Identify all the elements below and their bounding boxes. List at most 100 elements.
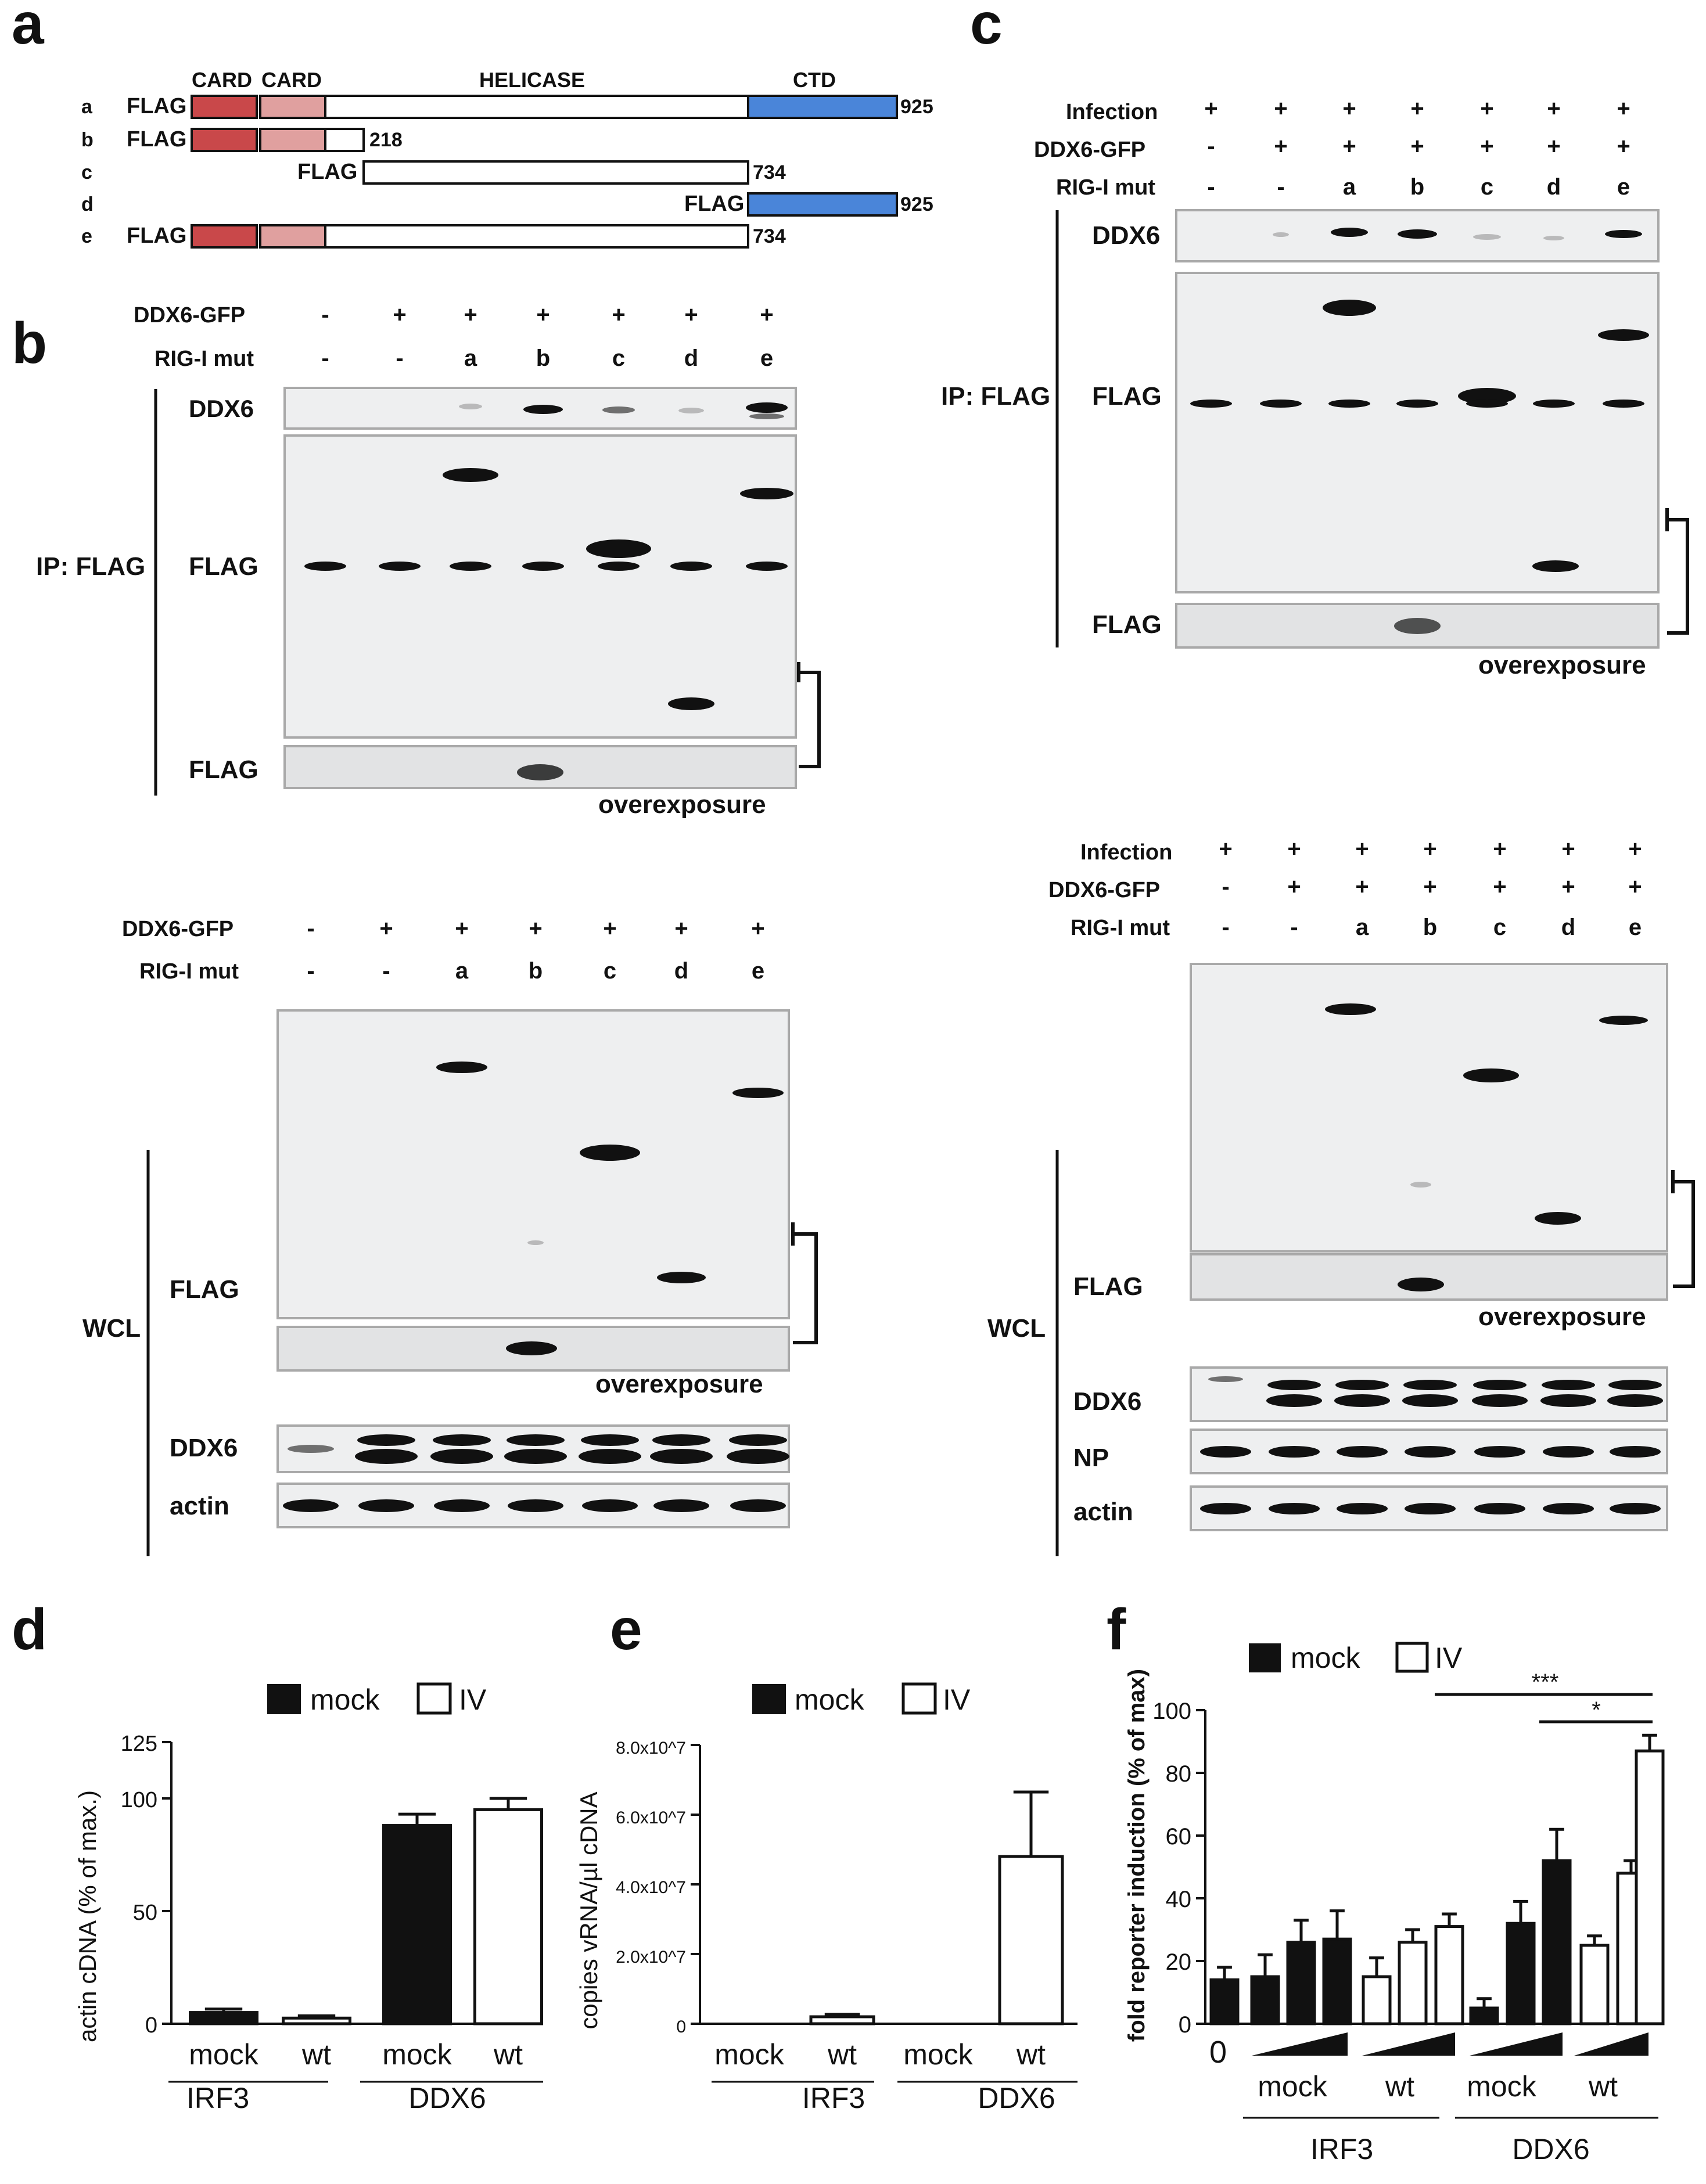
e-legend-mock-swatch (752, 1684, 786, 1714)
bw-ddx6-label: DDX6 (170, 1434, 238, 1462)
c-ddx6-gfp-row-label: DDX6-GFP (1034, 138, 1145, 162)
cw-mut-sign-0: - (1222, 915, 1229, 940)
d-group-irf3: IRF3 (186, 2082, 249, 2114)
f-bar-5 (1398, 1941, 1428, 2025)
f-bar-10 (1579, 1944, 1610, 2025)
cw-flag-band-a (1325, 1003, 1376, 1015)
panel-label-d: d (12, 1597, 47, 1662)
bw-flag-band-a (436, 1062, 487, 1073)
panel-c-wcl-blot: Infection DDX6-GFP RIG-I mut + + + + + + + - + +… (987, 836, 1695, 1556)
bw-mut-sign-3: b (529, 958, 543, 984)
construct-e-helicase (324, 224, 749, 249)
c-overexposure-label: overexposure (1478, 651, 1646, 679)
cw-ddx6-blot (1190, 1366, 1668, 1422)
f-bar-3 (1322, 1937, 1352, 2025)
c-rig-mut-row-label: RIG-I mut (1056, 175, 1155, 200)
cw-inf-sign-4: + (1493, 836, 1506, 862)
e-xtick-0: mock (714, 2038, 784, 2071)
f-dose-ramp-0 (1252, 2032, 1348, 2056)
c-ddx6-band-d (1543, 236, 1564, 240)
f-sig-1: * (1592, 1697, 1601, 1723)
helicase-domain-label: HELICASE (479, 68, 585, 92)
f-bar-6 (1434, 1925, 1464, 2025)
b-overexposure-bracket (797, 662, 821, 768)
b-mut-sign-2: a (464, 346, 477, 371)
b-ddx6-sign-3: + (536, 302, 549, 328)
cw-flag-label: FLAG (1073, 1272, 1143, 1301)
bw-overexposure-bracket (791, 1222, 818, 1344)
e-ytick-0: 0 (676, 2017, 686, 2037)
bw-actin-band-5 (653, 1499, 709, 1512)
cw-inf-sign-5: + (1561, 836, 1575, 862)
c-flag-band-a (1323, 300, 1376, 316)
f-dose-ramp-1 (1362, 2032, 1455, 2056)
bw-actin-band-2 (434, 1499, 490, 1512)
c-ddx6-sign-4: + (1480, 134, 1493, 159)
bw-flag-blot (276, 1009, 790, 1319)
b-mut-sign-0: - (321, 346, 329, 371)
c-mut-sign-4: c (1481, 174, 1493, 200)
construct-c-end: 734 (753, 161, 786, 184)
b-flag-blot (283, 434, 797, 739)
chart-f: mock IV fold reporter induction (% of ma… (1124, 1642, 1665, 2165)
card2-domain-label: CARD (261, 68, 322, 92)
b-ddx6-band-a (459, 404, 482, 409)
bw-overexposure-label: overexposure (595, 1370, 763, 1398)
bw-ddx6-upper-band-0 (357, 1434, 415, 1446)
b-mut-sign-6: e (760, 346, 773, 371)
f-ytick-2: 40 (1166, 1887, 1192, 1912)
panel-label-f: f (1107, 1597, 1126, 1662)
b-ddx6-gfp-row-label: DDX6-GFP (134, 303, 245, 328)
f-ytick-0: 0 (1179, 2012, 1191, 2038)
d-ytick-1: 50 (133, 1901, 157, 1925)
bw-ddx6-lower-band-3 (579, 1449, 641, 1464)
c-flag-nonspecific-band-1 (1260, 400, 1302, 408)
bw-actin-band-1 (358, 1499, 414, 1512)
c-mut-sign-3: b (1410, 174, 1424, 200)
cw-flag-band-c (1463, 1068, 1519, 1082)
f-legend-iv-swatch (1395, 1642, 1429, 1673)
construct-c-helicase (362, 160, 749, 185)
construct-a-card2 (259, 95, 326, 119)
bw-mut-sign-4: c (604, 958, 616, 984)
cw-ddx6-sign-6: + (1628, 874, 1642, 899)
cw-flag-band-d (1535, 1212, 1581, 1225)
c-flag-band-c (1458, 388, 1516, 404)
cw-overexp-band-b (1398, 1278, 1444, 1291)
cw-ddx6-sign-2: + (1355, 874, 1369, 899)
b-flag-nonspecific-band-3 (522, 562, 564, 571)
bw-actin-band-6 (730, 1499, 786, 1512)
cw-mut-sign-6: e (1629, 915, 1642, 940)
c-flag-nonspecific-band-2 (1328, 400, 1370, 408)
cw-actin-band-2 (1337, 1503, 1388, 1514)
ctd-domain-label: CTD (793, 68, 836, 92)
b-ddx6-band-d (678, 408, 704, 413)
d-xtick-3: wt (493, 2038, 523, 2071)
f-bar-8 (1506, 1922, 1536, 2025)
c-infection-signs: + + + + + + + (1204, 96, 1630, 121)
cw-mut-sign-4: c (1493, 915, 1506, 940)
e-ytick-2: 4.0x10^7 (616, 1878, 686, 1897)
c-ddx6-strip (1175, 209, 1660, 262)
e-bar-3 (998, 1855, 1064, 2025)
f-xtick-wt-2: wt (1588, 2070, 1618, 2103)
construct-b-card1 (191, 128, 258, 152)
cw-np-label: NP (1073, 1444, 1109, 1472)
f-bar-7 (1469, 2006, 1499, 2025)
c-ddx6-band-e (1605, 230, 1642, 238)
construct-a-id: a (81, 96, 93, 118)
f-xtick-mock-2: mock (1467, 2070, 1536, 2103)
b-ddx6-band-e (746, 402, 788, 413)
e-group-ddx6: DDX6 (978, 2082, 1055, 2114)
d-legend-iv-swatch (416, 1682, 452, 1715)
construct-a-end: 925 (900, 96, 933, 118)
c-ip-flag-label: IP: FLAG (941, 382, 1050, 411)
c-inf-sign-6: + (1617, 96, 1630, 121)
cw-ddx6-sign-4: + (1493, 874, 1506, 899)
f-bar-9 (1542, 1859, 1572, 2025)
cw-inf-sign-2: + (1355, 836, 1369, 862)
card1-domain-label: CARD (192, 68, 252, 92)
bw-ddx6-gfp-signs: - + + + + + + (307, 916, 764, 941)
